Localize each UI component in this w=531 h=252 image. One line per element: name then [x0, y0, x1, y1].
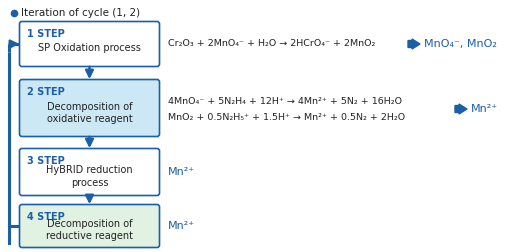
Text: 2 STEP: 2 STEP: [27, 87, 65, 97]
Text: MnO₄⁻, MnO₂: MnO₄⁻, MnO₂: [424, 39, 497, 49]
FancyBboxPatch shape: [20, 21, 159, 67]
Text: Cr₂O₃ + 2MnO₄⁻ + H₂O → 2HCrO₄⁻ + 2MnO₂: Cr₂O₃ + 2MnO₄⁻ + H₂O → 2HCrO₄⁻ + 2MnO₂: [168, 40, 375, 48]
Text: 1 STEP: 1 STEP: [27, 29, 65, 39]
Text: Iteration of cycle (1, 2): Iteration of cycle (1, 2): [21, 8, 140, 18]
FancyBboxPatch shape: [20, 205, 159, 247]
FancyArrow shape: [455, 104, 467, 114]
Text: MnO₂ + 0.5N₂H₅⁺ + 1.5H⁺ → Mn²⁺ + 0.5N₂ + 2H₂O: MnO₂ + 0.5N₂H₅⁺ + 1.5H⁺ → Mn²⁺ + 0.5N₂ +…: [168, 113, 405, 122]
Text: HyBRID reduction
process: HyBRID reduction process: [46, 165, 133, 187]
Text: Decomposition of
reductive reagent: Decomposition of reductive reagent: [46, 219, 133, 241]
FancyBboxPatch shape: [20, 148, 159, 196]
Text: Mn²⁺: Mn²⁺: [471, 104, 498, 114]
Text: 3 STEP: 3 STEP: [27, 156, 65, 166]
FancyArrow shape: [408, 39, 420, 49]
Text: SP Oxidation process: SP Oxidation process: [38, 43, 141, 53]
Text: Mn²⁺: Mn²⁺: [168, 167, 195, 177]
FancyBboxPatch shape: [20, 79, 159, 137]
Text: 4 STEP: 4 STEP: [27, 212, 65, 222]
Text: Mn²⁺: Mn²⁺: [168, 221, 195, 231]
Text: Decomposition of
oxidative reagent: Decomposition of oxidative reagent: [47, 102, 132, 124]
Text: 4MnO₄⁻ + 5N₂H₄ + 12H⁺ → 4Mn²⁺ + 5N₂ + 16H₂O: 4MnO₄⁻ + 5N₂H₄ + 12H⁺ → 4Mn²⁺ + 5N₂ + 16…: [168, 97, 402, 106]
